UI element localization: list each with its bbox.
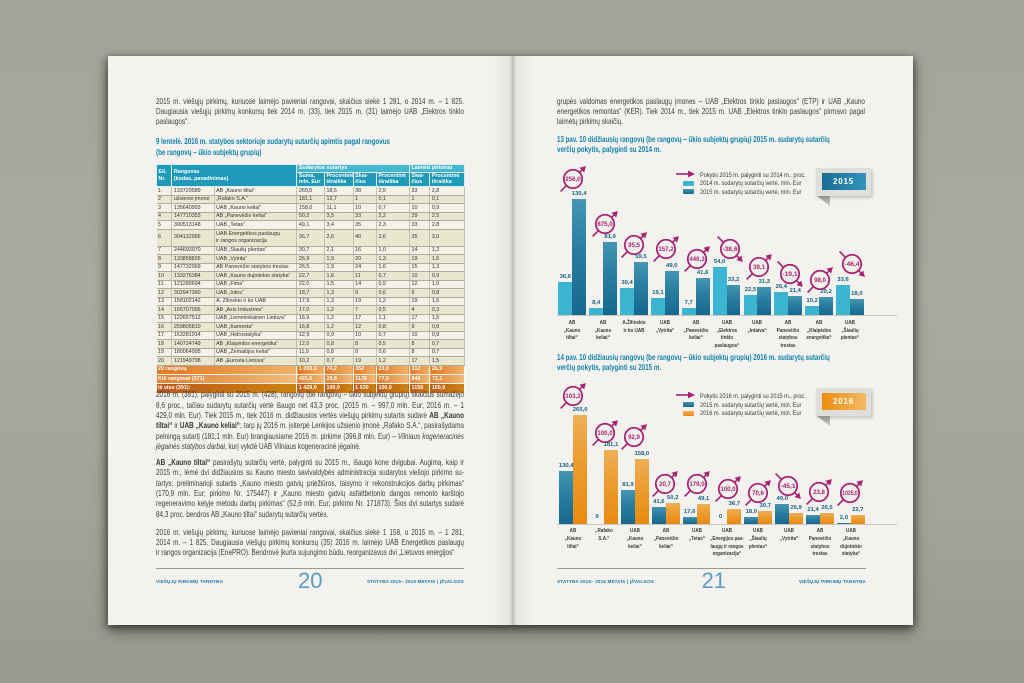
svg-text:256,0: 256,0 <box>565 176 581 183</box>
svg-text:157,2: 157,2 <box>659 246 675 253</box>
svg-text:440,3: 440,3 <box>689 256 705 263</box>
svg-text:-19,1: -19,1 <box>782 271 798 278</box>
svg-text:100,0: 100,0 <box>720 486 736 493</box>
svg-text:95,5: 95,5 <box>628 242 640 249</box>
svg-text:875,0: 875,0 <box>597 221 613 228</box>
svg-text:70,6: 70,6 <box>752 490 764 497</box>
svg-text:-38,6: -38,6 <box>722 246 738 253</box>
svg-text:179,0: 179,0 <box>689 481 705 488</box>
svg-text:20,7: 20,7 <box>659 481 671 488</box>
svg-text:100,0: 100,0 <box>597 430 613 437</box>
svg-text:98,0: 98,0 <box>814 277 826 284</box>
svg-text:-45,1: -45,1 <box>780 483 796 490</box>
svg-text:103,2: 103,2 <box>565 393 581 400</box>
svg-text:23,8: 23,8 <box>813 489 825 496</box>
svg-text:92,9: 92,9 <box>628 434 640 441</box>
svg-text:1035,0: 1035,0 <box>842 490 858 497</box>
svg-text:-46,4: -46,4 <box>844 261 860 268</box>
svg-text:39,1: 39,1 <box>753 264 765 271</box>
